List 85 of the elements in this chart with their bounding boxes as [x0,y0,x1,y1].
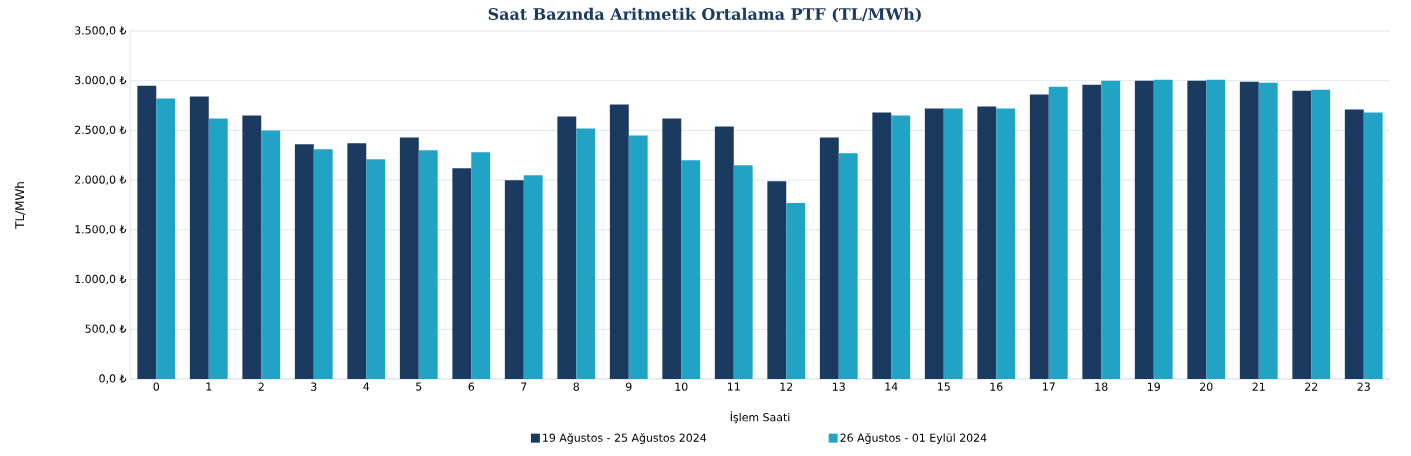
bar [261,130,281,379]
bar [452,168,472,379]
x-tick-label: 13 [832,382,845,391]
x-tick-label: 2 [258,382,264,391]
x-tick-label: 23 [1357,382,1370,391]
bar [1082,84,1102,379]
y-tick-label: 2.000,0 ₺ [75,175,127,185]
y-tick-label: 2.500,0 ₺ [75,125,127,136]
legend-label: 19 Ağustos - 25 Ağustos 2024 [543,433,707,444]
x-axis-title: İşlem Saati [730,411,790,424]
bar [977,106,997,379]
bar [1239,81,1259,379]
x-tick-label: 11 [727,382,740,391]
x-tick-label: 19 [1147,382,1160,391]
bar [681,160,701,379]
x-tick-label: 17 [1042,382,1055,391]
x-tick-label: 4 [363,382,370,391]
x-tick-label: 8 [573,382,579,391]
bar [576,128,596,379]
y-tick-label: 1.500,0 ₺ [75,225,127,235]
x-tick-label: 22 [1305,382,1318,391]
bar [872,112,892,379]
bar [189,96,209,379]
bar [1363,112,1383,379]
y-tick-label: 0,0 ₺ [99,374,127,384]
x-tick-label: 3 [311,382,317,391]
bar [1311,89,1331,379]
bar [1344,109,1364,379]
bar [1153,79,1173,379]
x-tick-label: 6 [468,382,475,391]
bar [838,153,858,379]
bar [767,181,787,379]
bar [714,126,734,379]
bar [662,118,682,379]
bar [208,118,228,379]
x-tick-label: 21 [1252,382,1265,391]
bar [1187,80,1207,379]
bar [313,149,333,379]
bar [924,108,944,379]
x-tick-label: 10 [675,382,688,391]
bar [628,135,648,379]
bar [1258,82,1278,379]
x-tick-label: 0 [153,382,160,391]
y-tick-label: 3.000,0 ₺ [75,76,127,86]
bar [504,180,524,379]
bar [523,175,543,379]
bar [1134,80,1154,379]
bar [242,115,262,379]
bar [733,165,753,379]
x-tick-label: 5 [416,382,422,391]
bar [471,152,491,379]
bar [1029,94,1049,379]
bar [347,143,367,379]
x-tick-label: 15 [937,382,950,391]
bar [294,144,314,379]
bar [137,85,157,379]
x-tick-label: 12 [780,382,793,391]
bar [819,137,839,379]
y-tick-label: 3.500,0 ₺ [75,26,127,36]
bar [366,159,386,379]
y-tick-label: 1.000,0 ₺ [75,274,127,285]
bar [609,104,629,379]
x-tick-label: 18 [1095,382,1108,391]
x-tick-label: 1 [206,382,212,391]
chart-title: Saat Bazında Aritmetik Ortalama PTF (TL/MWh) [488,7,921,23]
bar [1292,90,1312,379]
x-tick-label: 14 [885,382,898,391]
x-tick-label: 20 [1200,382,1213,391]
bar [156,98,176,379]
x-tick-label: 9 [625,382,632,391]
y-axis-title: TL/MWh [14,182,26,229]
bar [943,108,963,379]
x-tick-label: 16 [990,382,1003,391]
x-tick-label: 7 [521,382,527,391]
legend-label: 26 Ağustos - 01 Eylül 2024 [840,433,987,444]
bar [891,115,911,379]
bar [1206,79,1226,379]
bar [786,203,806,379]
bar [1048,86,1068,379]
bar [557,116,577,379]
bar [996,108,1016,379]
y-tick-label: 500,0 ₺ [85,324,127,334]
bar [399,137,419,379]
bar [1101,80,1121,379]
bar [418,150,438,379]
